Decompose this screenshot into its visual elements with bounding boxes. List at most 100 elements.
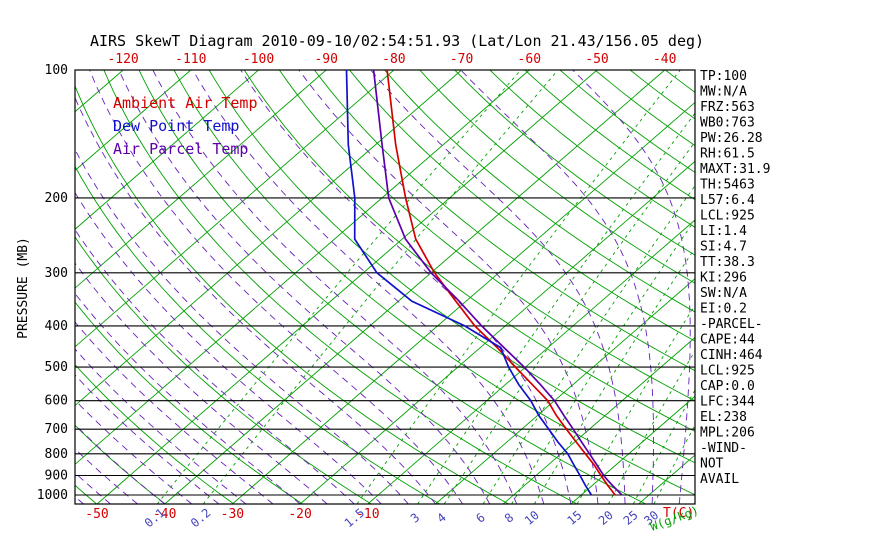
moist-adiabat-line <box>370 70 626 504</box>
stat-line: LCL:925 <box>700 209 755 224</box>
mixing-ratio-line <box>511 218 695 504</box>
stat-line: EL:238 <box>700 410 747 425</box>
pressure-tick-label: 500 <box>45 360 68 375</box>
legend-dewpoint-label: Dew Point Temp <box>113 117 239 135</box>
moist-adiabat-line <box>75 423 165 504</box>
dry-adiabat-line <box>278 70 695 402</box>
isotherm-line <box>367 219 695 504</box>
stats-panel: TP:100MW:N/AFRZ:563WB0:763PW:26.28RH:61.… <box>700 69 770 487</box>
isotherm-line <box>75 70 462 407</box>
mixing-ratio-label: 8 <box>502 510 517 525</box>
stat-line: TT:38.3 <box>700 255 755 270</box>
parcel-temp-curve <box>372 70 623 496</box>
dry-adiabat-line <box>103 70 578 504</box>
moist-adiabat-line <box>75 96 436 504</box>
dry-adiabats-group <box>75 70 695 504</box>
stat-line: L57:6.4 <box>700 193 755 208</box>
bottom-temp-tick-label: -50 <box>85 507 108 522</box>
pressure-tick-label: 600 <box>45 394 68 409</box>
moist-adiabat-line <box>298 70 599 504</box>
pressure-axis-label: PRESSURE (MB) <box>16 237 31 339</box>
plot-border <box>74 69 696 505</box>
isotherm-line <box>842 70 870 504</box>
dry-adiabat-line <box>349 70 695 342</box>
moist-adiabat-line <box>75 348 247 504</box>
stat-line: CAP:0.0 <box>700 379 755 394</box>
mixing-ratio-line <box>417 112 695 504</box>
mixing-ratio-group <box>156 70 695 504</box>
isotherm-line <box>75 70 327 289</box>
temp-unit-label: T(C) <box>663 506 694 521</box>
moist-adiabat-line <box>75 399 193 504</box>
pressure-grid-group <box>74 69 696 505</box>
moist-adiabat-line <box>75 374 220 504</box>
dry-adiabat-line <box>314 70 695 372</box>
top-temp-tick-label: -90 <box>314 52 337 67</box>
pressure-tick-label: 800 <box>45 447 68 462</box>
moist-adiabat-line <box>89 70 463 504</box>
dry-adiabat-line <box>454 70 695 256</box>
moist-adiabat-line <box>75 229 355 504</box>
isotherm-line <box>164 70 665 504</box>
pressure-tick-label: 100 <box>45 63 68 78</box>
isotherm-line <box>774 70 870 504</box>
stat-line: LCL:925 <box>700 364 755 379</box>
mixing-ratio-label: 25 <box>621 508 641 528</box>
legend-parcel-label: Air Parcel Temp <box>113 140 248 158</box>
stat-line: TP:100 <box>700 69 747 84</box>
dry-adiabat-line <box>559 70 695 173</box>
stat-line: SI:4.7 <box>700 240 747 255</box>
moist-adiabat-line <box>75 496 84 504</box>
dry-adiabat-line <box>75 165 441 504</box>
top-temp-tick-label: -40 <box>653 52 676 67</box>
mixing-ratio-label: 3 <box>408 510 423 525</box>
moist-adiabat-line <box>152 70 518 504</box>
isotherm-line <box>75 70 530 465</box>
dry-adiabat-line <box>594 70 695 147</box>
dry-adiabat-line <box>665 70 695 93</box>
stat-line: WB0:763 <box>700 116 755 131</box>
bottom-temp-tick-label: -30 <box>221 507 244 522</box>
dry-adiabat-line <box>75 484 97 504</box>
isotherms-group <box>75 70 870 504</box>
stat-line: LFC:344 <box>700 395 755 410</box>
stat-line: NOT <box>700 457 724 472</box>
mixing-ratio-line <box>156 70 522 504</box>
mixing-ratio-line <box>356 70 681 504</box>
bottom-temp-tick-label: -20 <box>288 507 311 522</box>
stat-line: LI:1.4 <box>700 224 747 239</box>
isotherm-line <box>299 160 695 504</box>
isotherm-line <box>502 336 695 504</box>
moist-adiabat-line <box>572 70 691 504</box>
mixing-ratio-line <box>482 184 695 504</box>
moist-adiabat-line <box>192 70 545 504</box>
dry-adiabat-line <box>75 363 235 504</box>
dry-adiabat-line <box>138 70 647 504</box>
stat-line: CAPE:44 <box>700 333 755 348</box>
mixing-ratio-label: 0.2 <box>188 506 214 531</box>
stat-line: SW:N/A <box>700 286 747 301</box>
stat-line: -WIND- <box>700 441 747 456</box>
dry-adiabat-line <box>489 70 695 228</box>
isotherm-line <box>75 70 395 348</box>
top-temp-tick-label: -60 <box>518 52 541 67</box>
sounding-profiles-group <box>345 70 623 496</box>
stat-line: -PARCEL- <box>700 317 763 332</box>
dry-adiabat-line <box>75 236 372 504</box>
mixing-ratio-label: 4 <box>434 510 449 525</box>
pressure-tick-label: 400 <box>45 319 68 334</box>
top-temp-tick-label: -110 <box>175 52 206 67</box>
moist-adiabat-line <box>460 70 654 504</box>
stat-line: MPL:206 <box>700 426 755 441</box>
dry-adiabat-line <box>384 70 695 313</box>
top-temp-tick-label: -50 <box>585 52 608 67</box>
moist-adiabat-line <box>75 148 409 504</box>
stat-line: EI:0.2 <box>700 302 747 317</box>
top-temp-tick-label: -80 <box>382 52 405 67</box>
moist-adiabat-line <box>75 262 328 504</box>
mixing-ratio-label: 6 <box>473 510 488 525</box>
dry-adiabat-line <box>243 70 695 432</box>
stat-line: MW:N/A <box>700 85 747 100</box>
dry-adiabat-line <box>75 84 509 504</box>
